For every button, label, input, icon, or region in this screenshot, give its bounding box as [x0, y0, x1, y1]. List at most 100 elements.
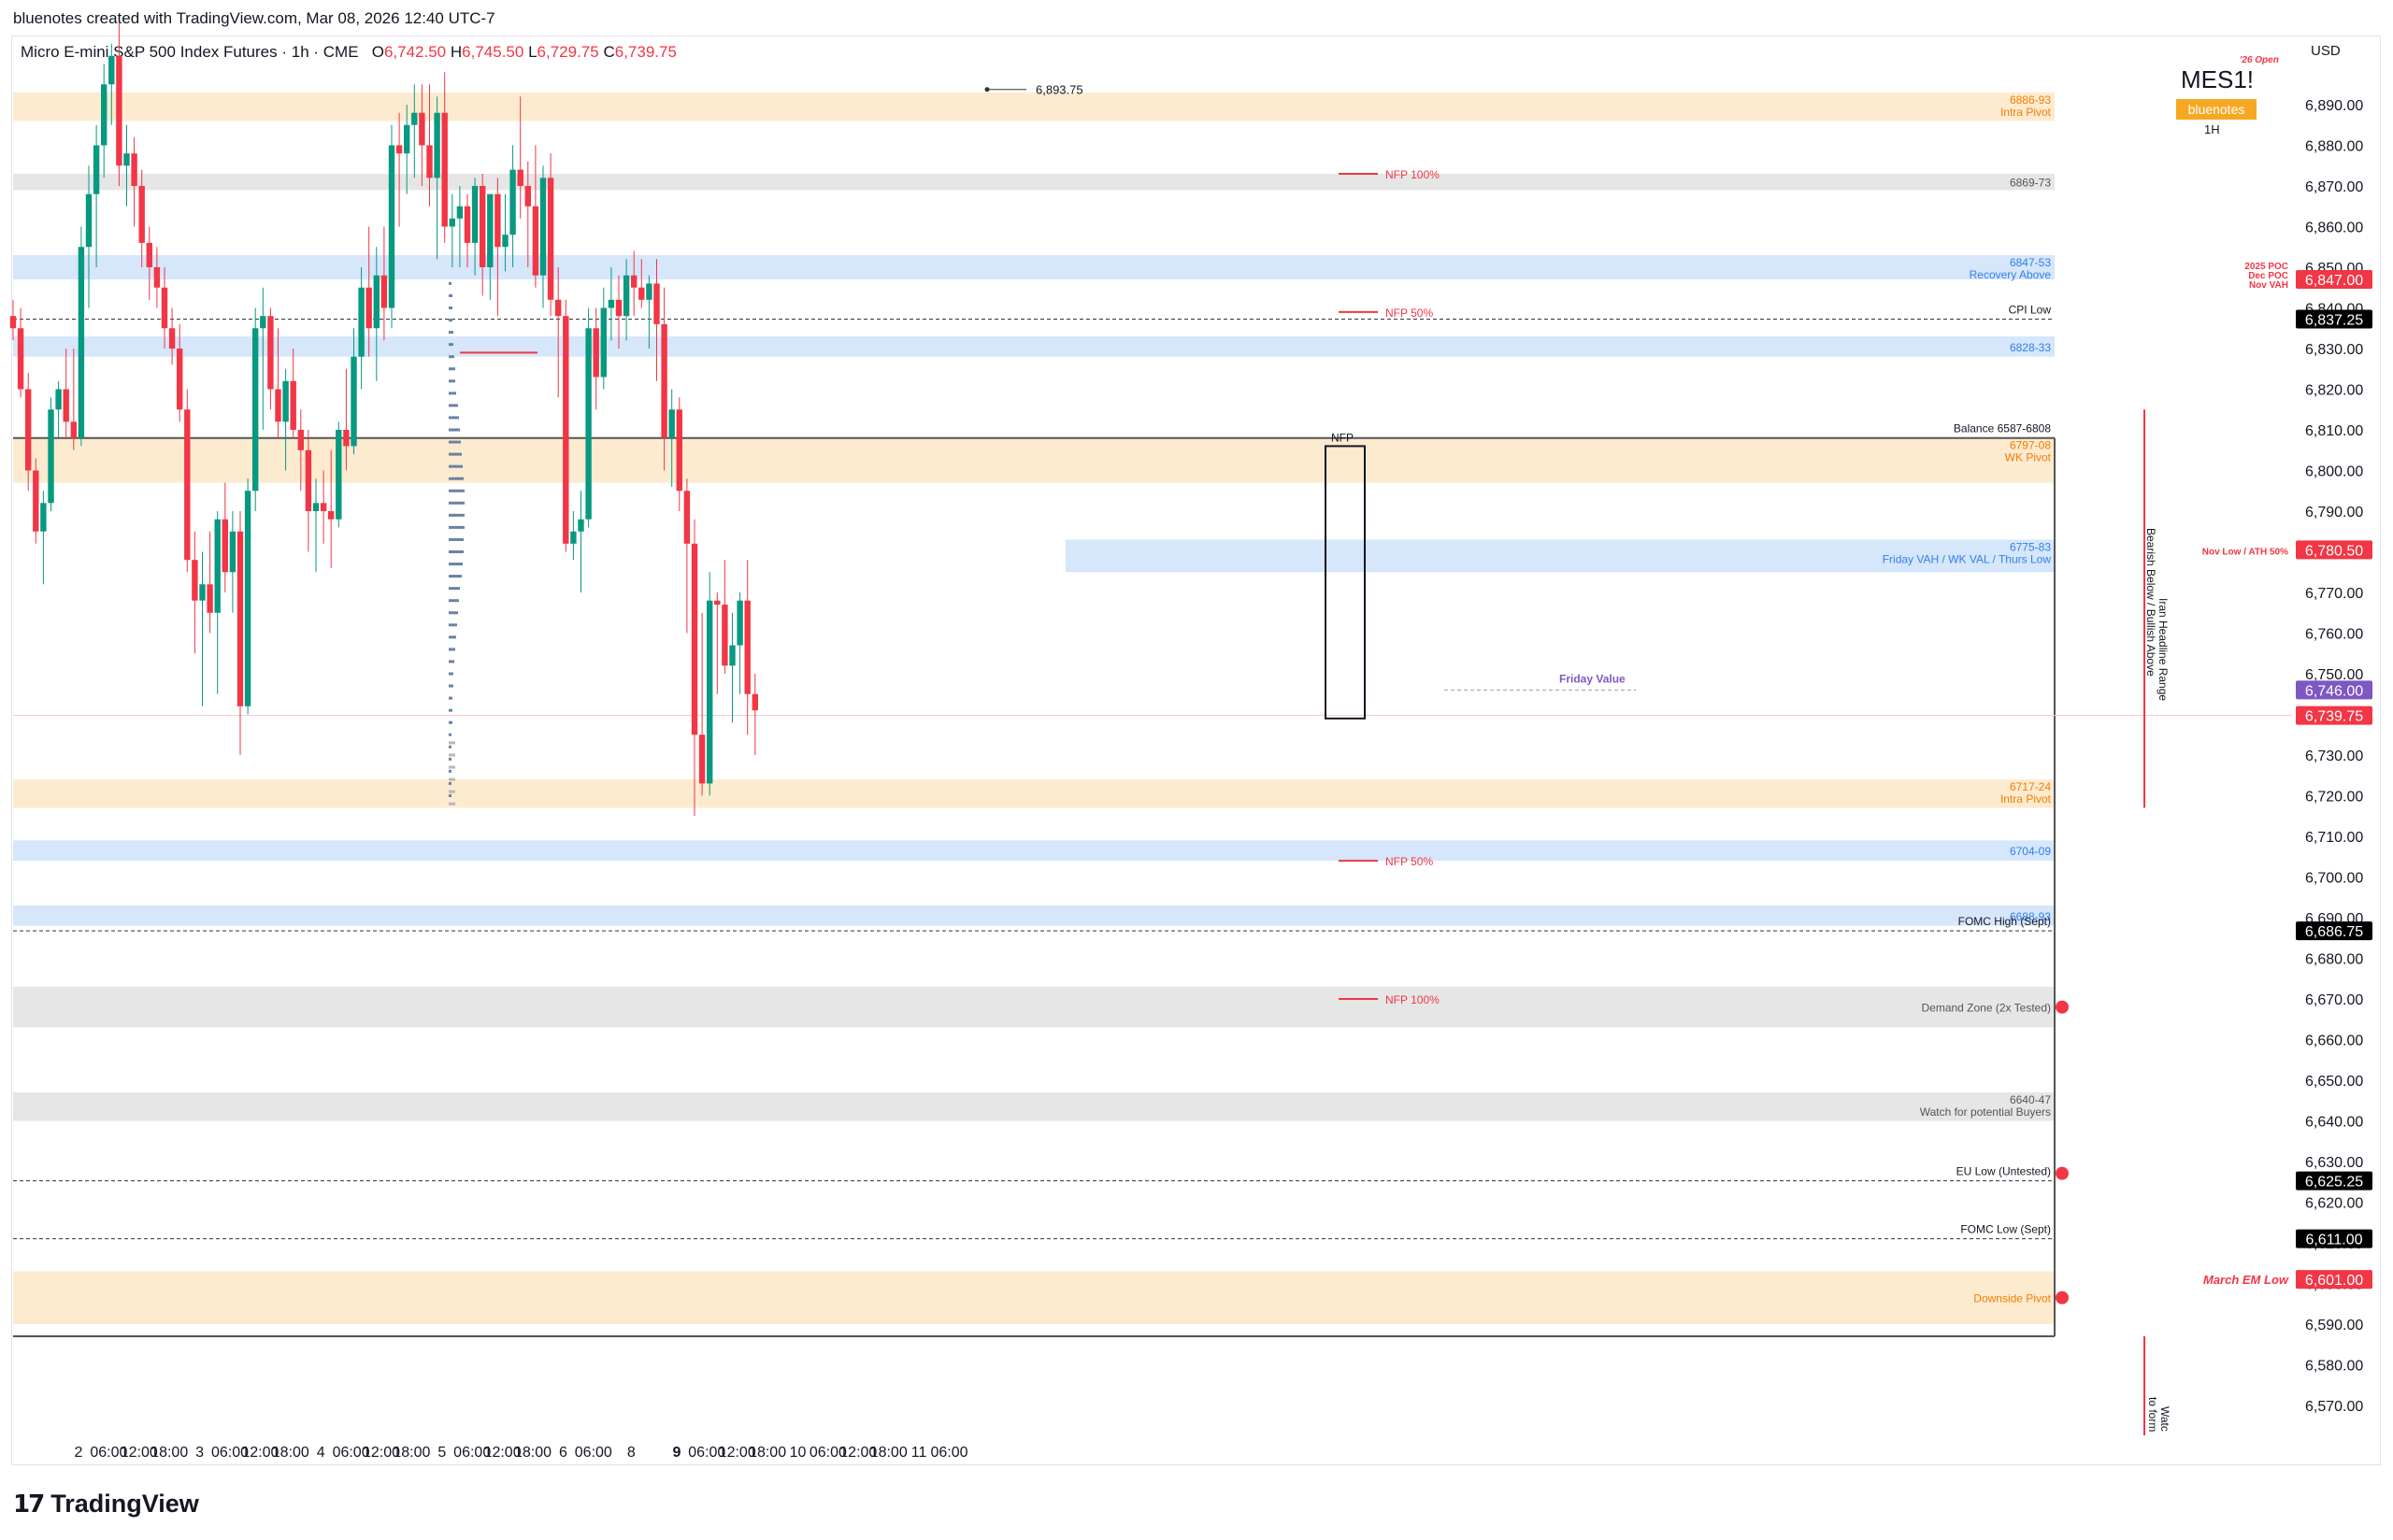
watch-sublabel: to form	[2146, 1397, 2159, 1432]
level-zone-label: 6886-93	[2010, 93, 2051, 107]
candle-body	[192, 560, 198, 601]
nfp-level-label: NFP 50%	[1385, 307, 1433, 320]
volume-profile-bar	[449, 343, 453, 347]
candle-body	[487, 193, 494, 267]
x-axis-tick-label: 18:00	[870, 1445, 908, 1461]
level-zone	[13, 173, 2055, 191]
volume-profile-bar	[449, 733, 451, 736]
y-axis-tick-label: 6,820.00	[2305, 383, 2363, 399]
candle-body	[698, 734, 706, 784]
volume-profile-bar	[449, 757, 451, 761]
ohlc-low-value: 6,729.75	[537, 43, 599, 61]
volume-profile-bar	[449, 769, 451, 773]
volume-profile-bar	[449, 587, 460, 591]
y-axis-tick-label: 6,700.00	[2305, 871, 2363, 887]
candle-body	[434, 112, 440, 178]
level-zone	[13, 779, 2055, 808]
price-tag-note: 2025 POC	[2244, 262, 2288, 272]
x-axis-tick-label: 8	[627, 1445, 636, 1461]
candle-body	[290, 380, 296, 430]
nfp-box	[1325, 445, 1366, 720]
candle-body	[539, 178, 547, 276]
candle-body	[593, 328, 599, 378]
volume-profile-bar	[449, 404, 458, 407]
volume-profile-bar	[449, 355, 454, 359]
candle-body	[411, 112, 418, 125]
candle-body	[532, 206, 539, 276]
candle-body	[555, 299, 562, 317]
y-axis-tick-label: 6,660.00	[2305, 1034, 2363, 1049]
x-axis-tick-label: 06:00	[688, 1445, 725, 1461]
volume-profile-bar	[449, 794, 451, 797]
level-zone-label: 6828-33	[2010, 341, 2051, 354]
candle-body	[563, 316, 569, 544]
tradingview-logo[interactable]: 17 TradingView	[13, 1490, 199, 1519]
x-axis-tick-label: 12:00	[484, 1445, 522, 1461]
candle-body	[449, 218, 455, 227]
volume-profile-bar	[449, 452, 462, 456]
level-zone	[13, 335, 2055, 357]
price-tag-label: 6,686.75	[2305, 924, 2363, 940]
x-axis-tick-label: 18:00	[150, 1445, 188, 1461]
currency-selector[interactable]: USD	[2311, 43, 2341, 59]
candle-body	[464, 206, 471, 243]
candle-body	[358, 287, 365, 357]
y-axis-tick-label: 6,650.00	[2305, 1074, 2363, 1090]
y-axis-tick-label: 6,790.00	[2305, 505, 2363, 520]
x-axis-tick-label: 06:00	[453, 1445, 491, 1461]
ohlc-close-value: 6,739.75	[614, 43, 677, 61]
x-axis-tick-label: 06:00	[575, 1445, 612, 1461]
level-zone-sublabel: Recovery Above	[1970, 268, 2052, 281]
ohlc-close-label: C	[603, 43, 615, 61]
level-zone-sublabel: Watch for potential Buyers	[1920, 1105, 2051, 1119]
chart-credit: bluenotes created with TradingView.com, …	[13, 9, 495, 27]
candle-body	[168, 328, 176, 349]
candle-body	[161, 287, 168, 329]
y-axis-tick-label: 6,770.00	[2305, 586, 2363, 602]
level-zone-label: 6688-93	[2010, 910, 2051, 923]
y-axis-tick-label: 6,570.00	[2305, 1399, 2363, 1415]
ohlc-high-label: H	[450, 43, 463, 61]
y-axis-tick-label: 6,830.00	[2305, 342, 2363, 358]
candle-body	[570, 531, 577, 544]
candle-body	[153, 267, 161, 288]
price-tag-label: 6,837.25	[2305, 312, 2363, 328]
volume-profile-bar	[449, 777, 455, 781]
candle-body	[351, 356, 357, 447]
level-zone-sublabel: Intra Pivot	[2000, 106, 2052, 119]
nfp-box-label: NFP	[1331, 431, 1354, 444]
volume-profile-bar	[449, 550, 464, 553]
y-axis-tick-label: 6,800.00	[2305, 464, 2363, 480]
ohlc-open-value: 6,742.50	[383, 43, 447, 61]
candle-body	[63, 389, 69, 422]
x-axis-tick-label: 3	[195, 1445, 204, 1461]
x-axis-tick-label: 18:00	[514, 1445, 552, 1461]
candle-body	[131, 153, 137, 186]
volume-profile-bar	[449, 753, 455, 757]
watermark-title: MES1!	[2181, 65, 2255, 93]
volume-profile-bar	[449, 720, 452, 724]
volume-profile-bar	[449, 611, 458, 615]
candle-body	[177, 349, 183, 410]
symbol-name[interactable]: Micro E-mini S&P 500 Index Futures · 1h …	[21, 43, 359, 61]
candle-body	[305, 449, 312, 511]
volume-profile-bar	[449, 440, 461, 444]
candle-body	[668, 409, 675, 438]
iran-range-label: Iran Headline Range	[2157, 598, 2170, 701]
candle-body	[343, 430, 350, 447]
open-label: '26 Open	[2240, 55, 2279, 65]
level-zone	[13, 1271, 2055, 1324]
candle-body	[93, 145, 100, 194]
candle-body	[373, 275, 380, 329]
candle-body	[252, 328, 259, 492]
y-axis-tick-label: 6,880.00	[2305, 139, 2363, 155]
price-tag-label: 6,601.00	[2305, 1273, 2363, 1289]
candle-body	[85, 193, 93, 248]
candle-body	[108, 55, 115, 85]
price-tag-note: Nov VAH	[2249, 280, 2288, 291]
candle-body	[737, 600, 743, 646]
candle-body	[608, 299, 615, 308]
candle-body	[184, 409, 191, 561]
level-zone-label: 6797-08	[2010, 439, 2051, 452]
